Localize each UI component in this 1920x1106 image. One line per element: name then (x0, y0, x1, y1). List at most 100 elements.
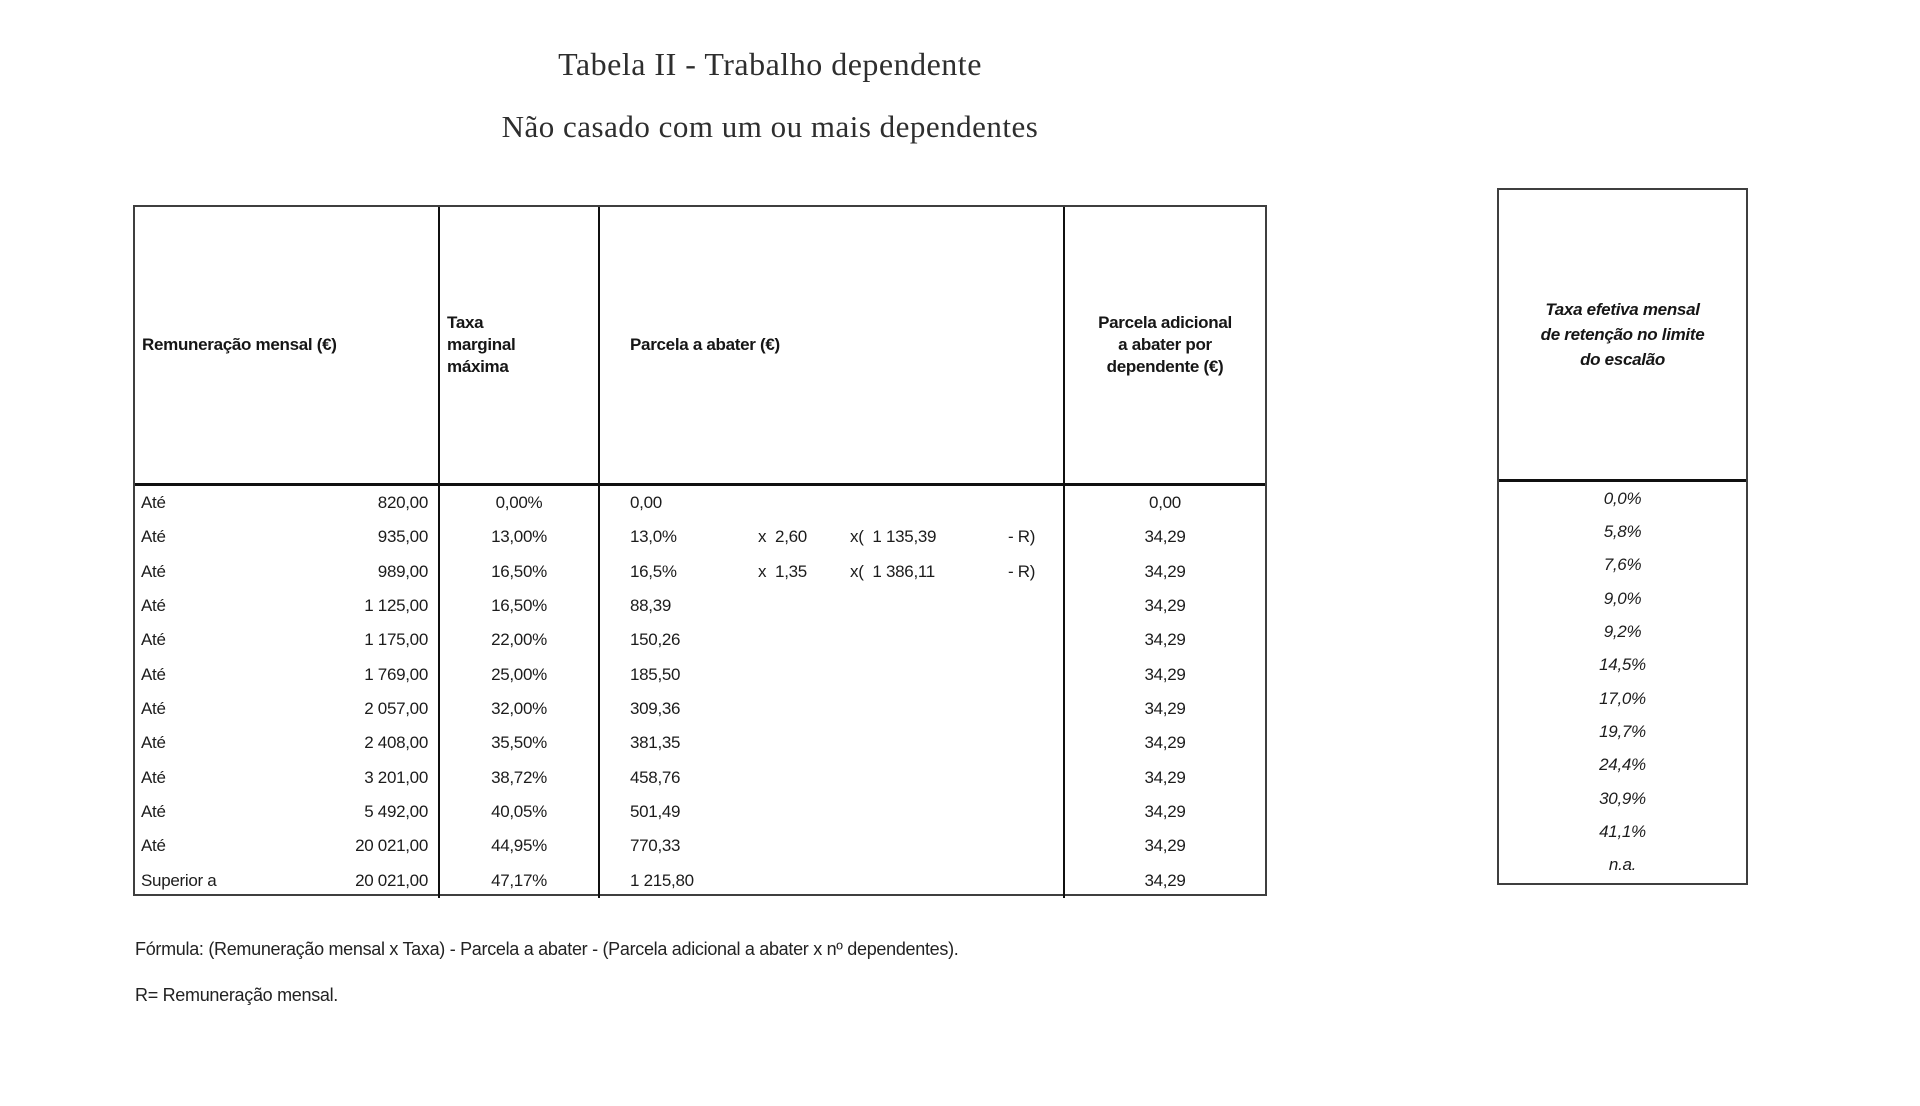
parcela-adicional-cell: 34,29 (1144, 664, 1186, 684)
limit-label: Até (141, 733, 166, 753)
parcela-abater-cell: 16,5% x 1,35 x( 1 386,11 - R) (600, 554, 1065, 589)
limit-label: Até (141, 630, 166, 650)
effective-rate-value: 9,2% (1603, 621, 1642, 641)
parcela-abater-cell: 309,36 (600, 691, 1065, 727)
taxa-marginal-cell: 47,17% (440, 863, 600, 898)
taxa-marginal-cell: 32,00% (440, 691, 600, 727)
taxa-marginal-cell: 0,00% (440, 486, 600, 521)
r-definition-note: R= Remuneração mensal. (135, 985, 339, 1005)
effective-rate-table: Taxa efetiva mensal de retenção no limit… (1497, 188, 1748, 885)
remuneracao-cell: Até 1 175,00 (135, 623, 440, 658)
parcela-adicional-cell: 34,29 (1144, 733, 1186, 753)
parcela-abater-cell: 501,49 (600, 794, 1065, 830)
limit-value: 1 769,00 (364, 664, 428, 684)
table-row: Até 820,00 0,00% 0,00 0,00 (135, 486, 1265, 521)
header-taxa-marginal: Taxa marginal máxima (440, 207, 600, 483)
withholding-table-header: Remuneração mensal (€) Taxa marginal máx… (135, 207, 1265, 486)
parcela-abater-cell: 770,33 (600, 829, 1065, 864)
parcela-abater-cell: 381,35 (600, 726, 1065, 761)
remuneracao-cell: Até 1 125,00 (135, 588, 440, 624)
table-row: Até 1 125,00 16,50% 88,39 34,29 (135, 588, 1265, 624)
parcela-base: 0,00 (630, 493, 662, 513)
effective-rate-value: 0,0% (1603, 488, 1642, 508)
remuneracao-cell: Até 2 057,00 (135, 691, 440, 727)
parcela-base: 185,50 (630, 664, 681, 684)
taxa-marginal-cell: 44,95% (440, 829, 600, 864)
table-row: Até 1 769,00 25,00% 185,50 34,29 (135, 657, 1265, 692)
parcela-adicional-cell: 34,29 (1144, 630, 1186, 650)
limit-label: Até (141, 802, 166, 822)
parcela-mult: x 1,35 (758, 561, 807, 581)
remuneracao-cell: Superior a 20 021,00 (135, 863, 440, 898)
parcela-abater-cell: 185,50 (600, 657, 1065, 692)
parcela-base: 88,39 (630, 596, 672, 616)
parcela-adicional-cell: 34,29 (1144, 596, 1186, 616)
parcela-base: 458,76 (630, 767, 681, 787)
taxa-marginal-cell: 22,00% (440, 623, 600, 658)
limit-label: Até (141, 493, 166, 513)
limit-value: 1 125,00 (364, 596, 428, 616)
withholding-table: Remuneração mensal (€) Taxa marginal máx… (133, 205, 1267, 898)
limit-label: Até (141, 767, 166, 787)
parcela-base: 381,35 (630, 733, 681, 753)
limit-label: Até (141, 664, 166, 684)
parcela-abater-cell: 0,00 (600, 486, 1065, 521)
table-row: Até 1 175,00 22,00% 150,26 34,29 (135, 623, 1265, 658)
remuneracao-cell: Até 935,00 (135, 520, 440, 555)
parcela-adicional-cell: 34,29 (1144, 870, 1186, 890)
parcela-mult: x 2,60 (758, 527, 807, 547)
effective-rate-value: 17,0% (1599, 688, 1646, 708)
effective-rate-value: 24,4% (1599, 755, 1646, 775)
page-title: Tabela II - Trabalho dependente (558, 46, 982, 82)
parcela-base: 501,49 (630, 802, 681, 822)
parcela-bracket: x( 1 386,11 (850, 561, 935, 581)
page-subtitle: Não casado com um ou mais dependentes (501, 109, 1039, 144)
taxa-marginal-cell: 38,72% (440, 760, 600, 795)
limit-label: Superior a (141, 870, 217, 890)
table-row: Superior a 20 021,00 47,17% 1 215,80 34,29 (135, 863, 1265, 898)
parcela-base: 150,26 (630, 630, 681, 650)
limit-value: 820,00 (377, 493, 429, 513)
header-remuneracao-mensal: Remuneração mensal (€) (135, 207, 440, 483)
parcela-adicional-cell: 0,00 (1149, 493, 1181, 513)
parcela-r: - R) (1008, 561, 1036, 581)
parcela-abater-cell: 88,39 (600, 588, 1065, 624)
limit-value: 989,00 (377, 561, 429, 581)
remuneracao-cell: Até 3 201,00 (135, 760, 440, 795)
limit-value: 2 057,00 (364, 699, 428, 719)
taxa-marginal-cell: 35,50% (440, 726, 600, 761)
header-parcela-abater: Parcela a abater (€) (600, 207, 1065, 483)
parcela-abater-cell: 1 215,80 (600, 863, 1065, 898)
table-row: Até 2 057,00 32,00% 309,36 34,29 (135, 691, 1265, 727)
remuneracao-cell: Até 2 408,00 (135, 726, 440, 761)
parcela-adicional-cell: 34,29 (1144, 561, 1186, 581)
footnotes: Fórmula: (Remuneração mensal x Taxa) - P… (135, 926, 1235, 1018)
parcela-base: 13,0% (630, 527, 677, 547)
effective-rate-value: 7,6% (1603, 555, 1642, 575)
taxa-marginal-cell: 16,50% (440, 588, 600, 624)
table-row: Até 935,00 13,00% 13,0% x 2,60 x( 1 135,39 - R… (135, 520, 1265, 555)
remuneracao-cell: Até 1 769,00 (135, 657, 440, 692)
parcela-adicional-cell: 34,29 (1144, 836, 1186, 856)
table-row: Até 989,00 16,50% 16,5% x 1,35 x( 1 386,11 - R… (135, 554, 1265, 589)
parcela-base: 309,36 (630, 699, 681, 719)
limit-label: Até (141, 699, 166, 719)
parcela-adicional-cell: 34,29 (1144, 527, 1186, 547)
taxa-marginal-cell: 25,00% (440, 657, 600, 692)
limit-label: Até (141, 561, 166, 581)
effective-rate-value: 19,7% (1599, 721, 1646, 741)
table-row: Até 3 201,00 38,72% 458,76 34,29 (135, 760, 1265, 795)
withholding-table-body: Até 820,00 0,00% 0,00 0,00 Até 935,00 13,00% 13,… (135, 486, 1265, 898)
effective-rate-table-body: 0,0% 5,8% 7,6% 9,0% 9,2% 14,5% 17,0% 19,7% 24,4%… (1499, 482, 1746, 882)
table-row: Até 2 408,00 35,50% 381,35 34,29 (135, 726, 1265, 761)
remuneracao-cell: Até 5 492,00 (135, 794, 440, 830)
taxa-marginal-cell: 13,00% (440, 520, 600, 555)
parcela-adicional-cell: 34,29 (1144, 767, 1186, 787)
limit-value: 3 201,00 (364, 767, 428, 787)
remuneracao-cell: Até 20 021,00 (135, 829, 440, 864)
limit-value: 1 175,00 (364, 630, 428, 650)
remuneracao-cell: Até 989,00 (135, 554, 440, 589)
limit-label: Até (141, 596, 166, 616)
effective-rate-value: n.a. (1608, 855, 1637, 875)
